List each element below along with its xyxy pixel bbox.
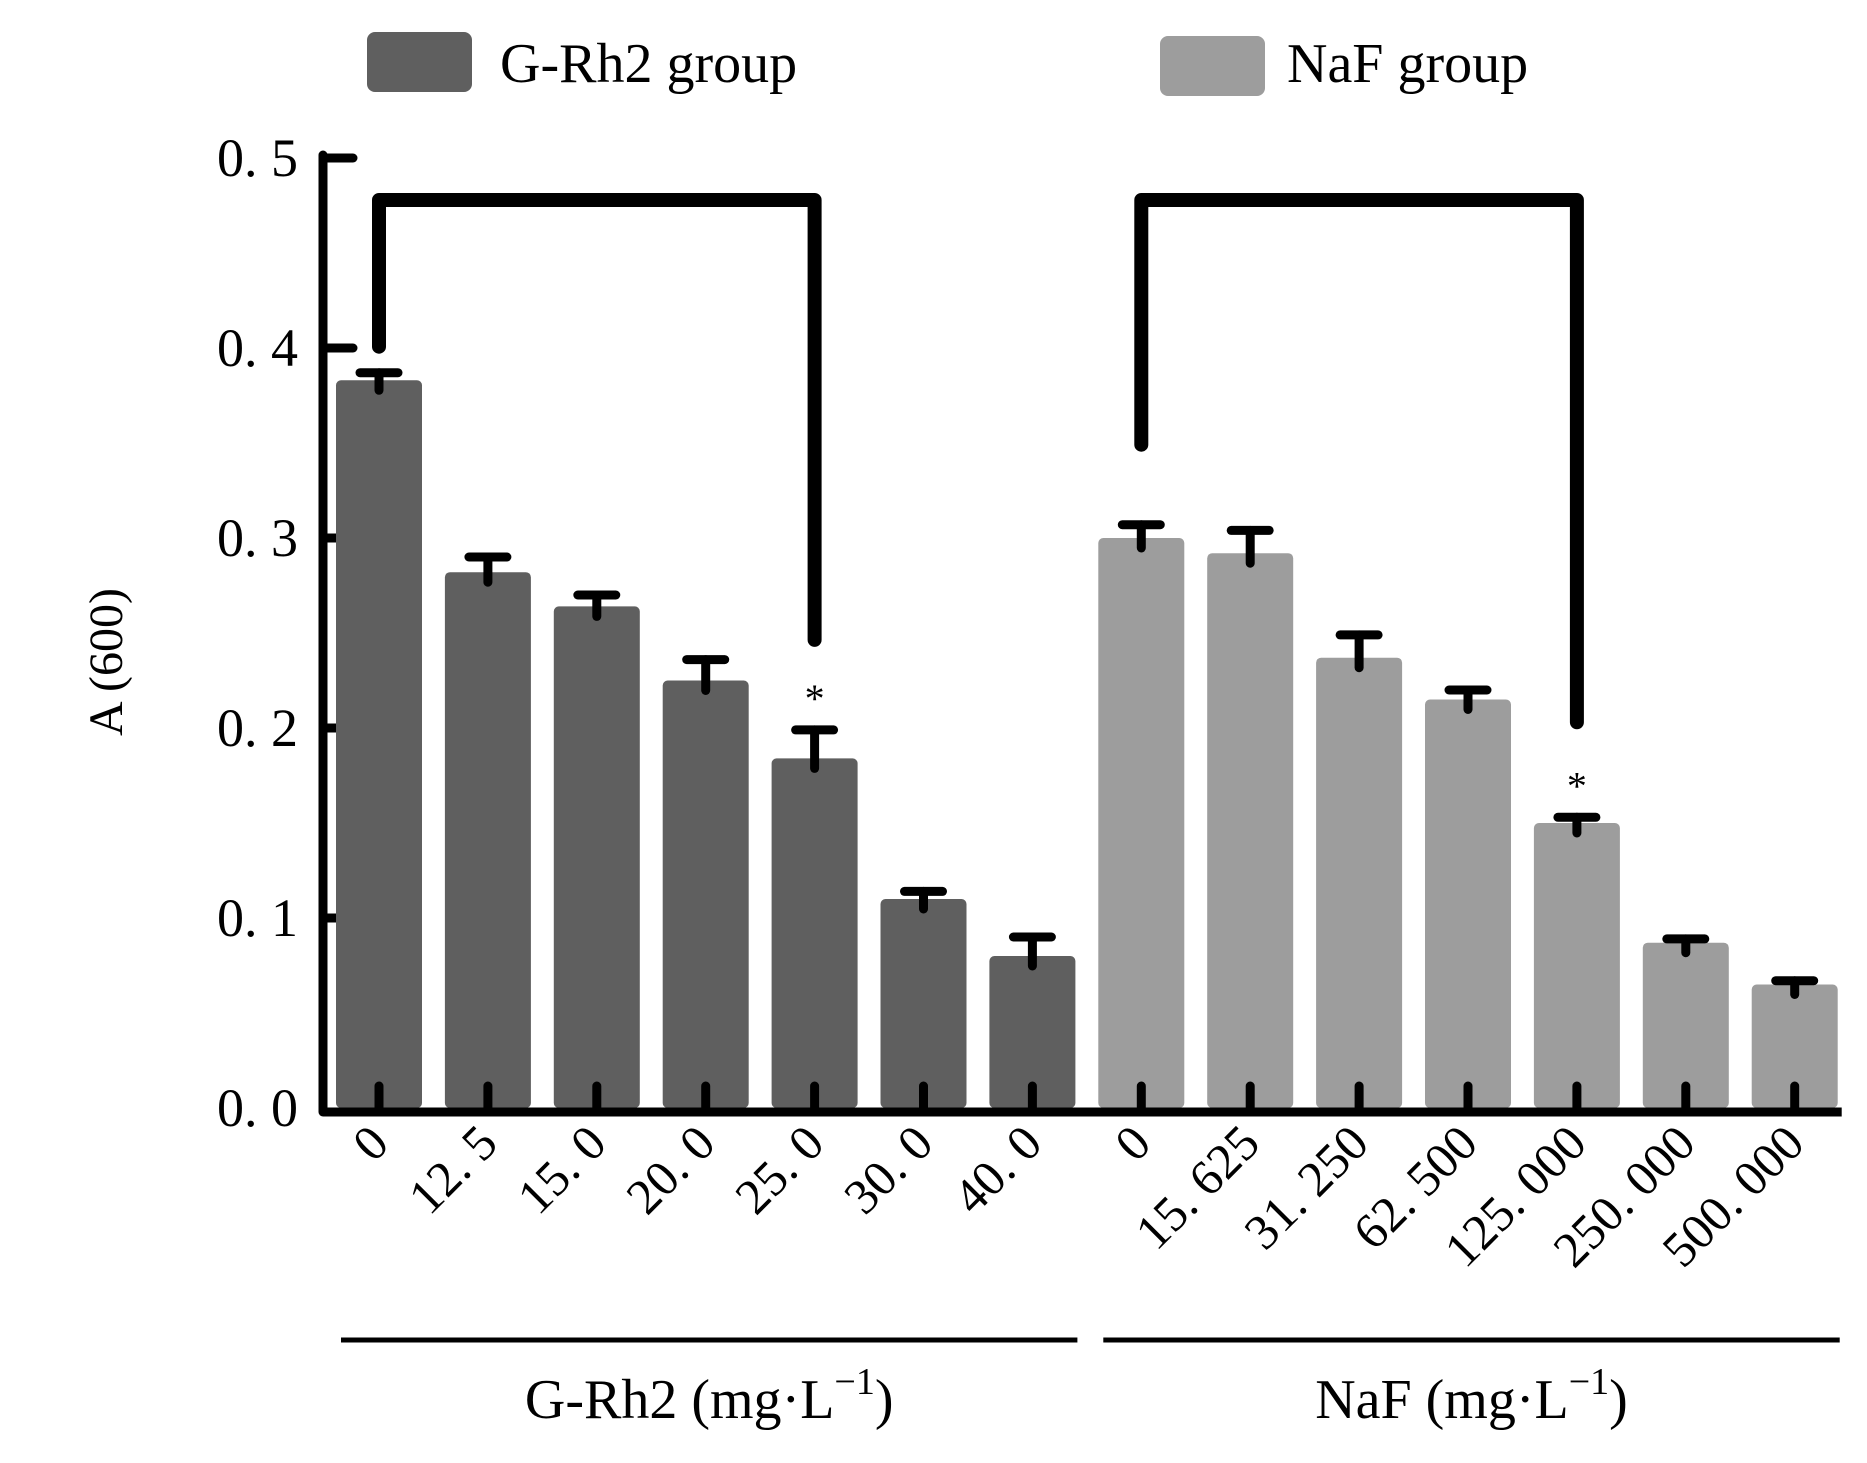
x-tick-label: 0 — [342, 1114, 399, 1171]
bar — [1316, 657, 1403, 1108]
comparison-bracket — [1134, 193, 1584, 730]
y-tick-label: 0. 4 — [217, 318, 298, 378]
error-bars: ** — [355, 368, 1819, 999]
y-axis-label: A (600) — [80, 588, 133, 736]
bar — [1425, 699, 1511, 1108]
y-axis: 0. 0 0. 1 0. 2 0. 3 0. 4 0. 5 — [217, 128, 358, 1138]
group-axis-label: G-Rh2 (mg·L−1) — [525, 1361, 894, 1431]
x-tick-label: 0 — [1104, 1114, 1161, 1171]
x-tick-labels: 012. 515. 020. 025. 030. 040. 0 015. 6253… — [342, 1114, 1815, 1277]
significance-marker: * — [805, 676, 825, 721]
x-tick-label: 30. 0 — [833, 1114, 943, 1224]
x-tick-label: 15. 625 — [1124, 1114, 1270, 1260]
y-tick-label: 0. 1 — [217, 888, 298, 948]
legend-label-naf: NaF group — [1287, 33, 1528, 95]
y-tick-label: 0. 0 — [217, 1078, 298, 1138]
x-tick-label: 15. 0 — [506, 1114, 616, 1224]
legend: G-Rh2 group NaF group — [367, 32, 1528, 96]
bar — [880, 899, 967, 1108]
x-tick-label: 25. 0 — [724, 1114, 834, 1224]
y-tick-label: 0. 3 — [217, 508, 298, 568]
bar — [771, 758, 858, 1108]
bar — [553, 606, 640, 1108]
legend-item-naf: NaF group — [1160, 33, 1528, 96]
legend-swatch-naf — [1160, 36, 1265, 96]
significance-marker: * — [1567, 763, 1587, 808]
group-axis-label: NaF (mg·L−1) — [1315, 1361, 1628, 1431]
bar — [1207, 553, 1294, 1108]
bar — [1098, 538, 1185, 1108]
bar — [662, 680, 749, 1108]
comparison-brackets — [372, 193, 1584, 730]
legend-item-grh2: G-Rh2 group — [367, 32, 797, 95]
bar — [1751, 984, 1838, 1108]
x-tick-label: 31. 250 — [1233, 1114, 1379, 1260]
bars — [336, 380, 1838, 1108]
group-labels: G-Rh2 (mg·L−1) NaF (mg·L−1) — [341, 1337, 1840, 1431]
y-tick-label: 0. 2 — [217, 698, 298, 758]
bar — [1642, 942, 1729, 1108]
bar — [336, 380, 422, 1108]
bar — [989, 956, 1076, 1108]
x-tick-label: 20. 0 — [615, 1114, 725, 1224]
legend-swatch-grh2 — [367, 32, 472, 92]
legend-label-grh2: G-Rh2 group — [500, 33, 797, 95]
y-tick-label: 0. 5 — [217, 128, 298, 188]
x-tick-label: 40. 0 — [942, 1114, 1052, 1224]
bar — [1533, 823, 1620, 1108]
comparison-bracket — [372, 193, 822, 647]
x-axis — [323, 1081, 1842, 1117]
bar — [444, 572, 531, 1108]
x-tick-label: 12. 5 — [397, 1114, 507, 1224]
